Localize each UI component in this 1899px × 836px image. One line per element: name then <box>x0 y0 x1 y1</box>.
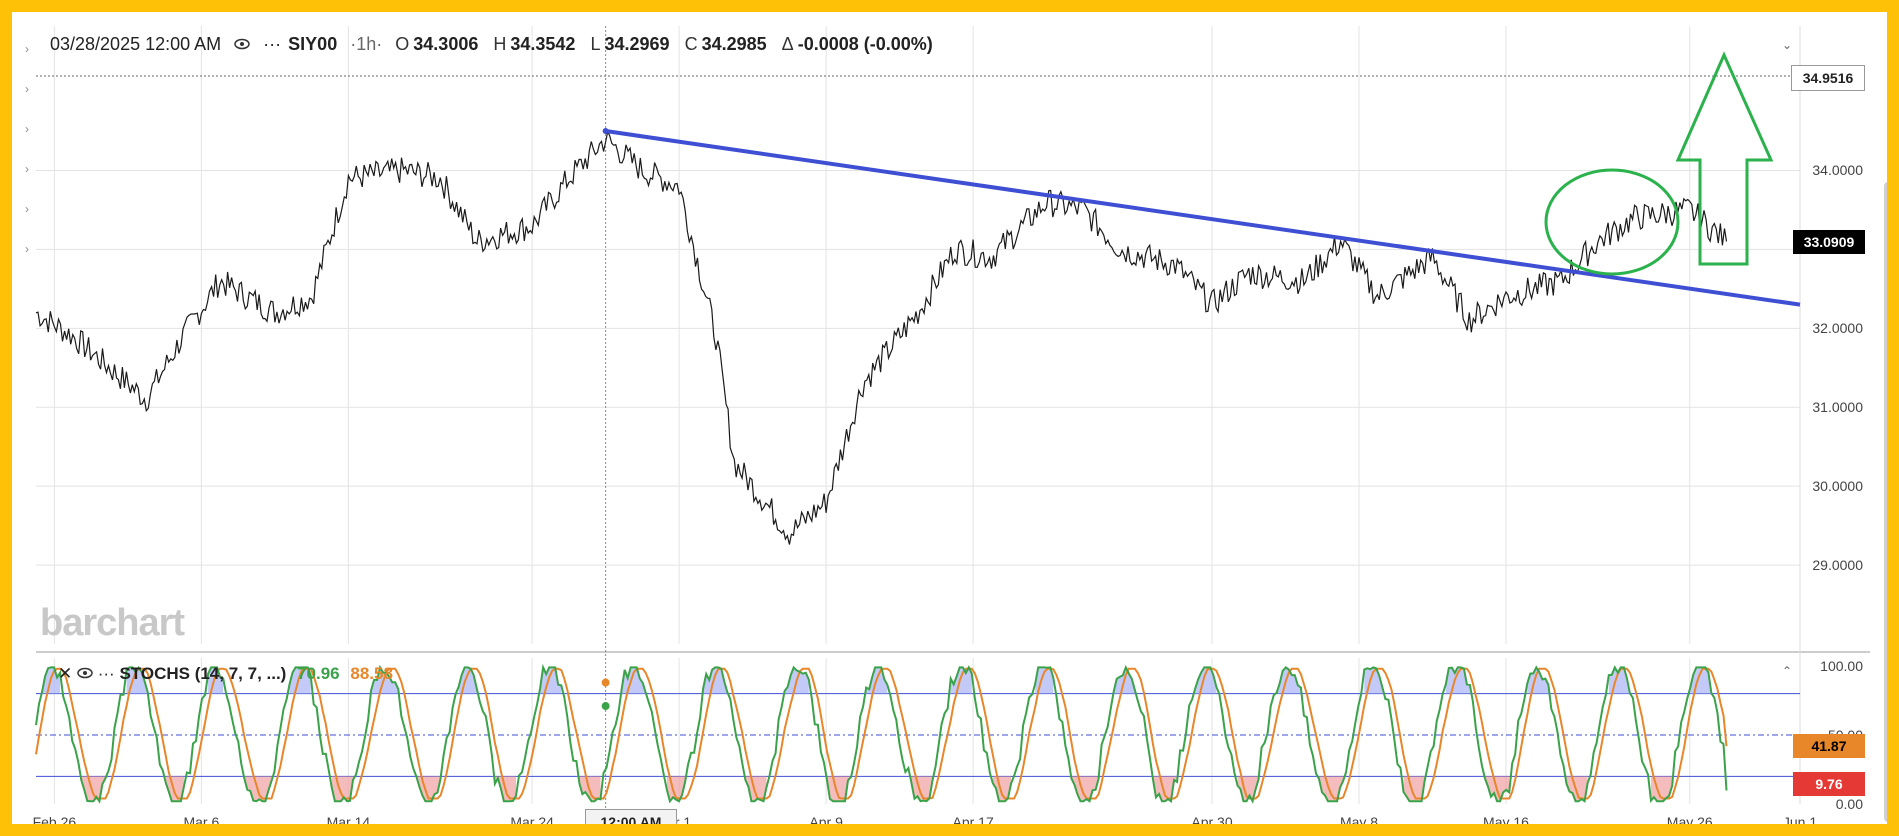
overbought-fill <box>950 667 972 694</box>
more-dots-icon[interactable]: ··· <box>97 664 115 683</box>
overbought-fill <box>703 667 728 694</box>
close-icon[interactable]: ✕ <box>58 664 73 683</box>
y-tick-label: 34.0000 <box>1812 162 1863 179</box>
y-tick-label: 30.0000 <box>1812 478 1863 495</box>
stoch-tick-label: 100.00 <box>1820 658 1863 674</box>
stoch-tick-label: 0.00 <box>1835 796 1863 812</box>
trendline-anchor <box>602 128 609 135</box>
x-tick-label: May 8 <box>1339 814 1379 830</box>
stoch-k-value: 70.96 <box>297 664 340 683</box>
chevron-right-icon[interactable]: › <box>25 122 29 136</box>
overbought-fill <box>1195 667 1217 694</box>
x-tick-label: Mar 6 <box>183 814 220 830</box>
close-value: 34.2985 <box>701 34 767 54</box>
x-tick-label: Mar 14 <box>326 814 371 830</box>
chevron-down-icon[interactable]: ⌄ <box>1782 38 1793 52</box>
overbought-fill <box>289 667 311 694</box>
chart-header: 03/28/2025 12:00 AM ··· SIY00 ·1h· O 34.3… <box>50 34 943 55</box>
open-label: O <box>395 34 410 54</box>
chevron-right-icon[interactable]: › <box>25 242 29 256</box>
x-tick-label: May 16 <box>1483 814 1529 830</box>
stoch-k-badge: 9.76 <box>1793 772 1865 796</box>
header-symbol: SIY00 <box>288 34 338 54</box>
open-value: 34.3006 <box>413 34 479 54</box>
change-value: -0.0008 (-0.00%) <box>797 34 933 54</box>
chevron-right-icon[interactable]: › <box>25 82 29 96</box>
crosshair-time-label: 12:00 AM <box>585 809 677 824</box>
stoch-k-line <box>35 663 1728 804</box>
stoch-name: STOCHS (14, 7, 7, ...) <box>119 664 287 683</box>
chevron-right-icon[interactable]: › <box>25 162 29 176</box>
overbought-fill <box>621 667 646 694</box>
x-tick-label: Mar 24 <box>510 814 554 830</box>
chevron-right-icon[interactable]: › <box>25 202 29 216</box>
eye-icon[interactable] <box>234 34 250 55</box>
overbought-fill <box>371 667 399 694</box>
x-tick-label: Apr 30 <box>1191 814 1233 830</box>
x-tick-label: Jun 1 <box>1782 814 1818 830</box>
header-datetime: 03/28/2025 12:00 AM <box>50 34 222 54</box>
chevron-up-icon[interactable]: ⌃ <box>1782 664 1793 678</box>
stoch-d-value: 88.58 <box>350 664 393 683</box>
y-tick-label: 31.0000 <box>1812 399 1863 416</box>
y-tick-label: 29.0000 <box>1812 557 1863 574</box>
scrollbar-thumb <box>1884 182 1887 822</box>
stoch-d-badge: 41.87 <box>1793 734 1865 758</box>
high-value: 34.3542 <box>510 34 576 54</box>
x-tick-label: Apr 9 <box>809 814 843 830</box>
chart-canvas[interactable] <box>12 12 1899 836</box>
low-label: L <box>590 34 601 54</box>
x-tick-label: Apr 17 <box>952 814 994 830</box>
chevron-right-icon[interactable]: › <box>25 42 29 56</box>
up-arrow-annotation <box>1675 51 1774 266</box>
highlight-ellipse <box>1544 168 1680 276</box>
oversold-fill <box>81 776 106 802</box>
stoch-header: ✕ ··· STOCHS (14, 7, 7, ...) 70.96 88.58 <box>58 664 393 684</box>
overbought-fill <box>126 667 148 694</box>
overbought-fill <box>1445 667 1470 694</box>
x-tick-label: Feb 26 <box>32 814 77 830</box>
x-tick-label: pr 1 <box>667 814 692 830</box>
oversold-fill <box>992 776 1012 802</box>
low-value: 34.2969 <box>604 34 670 54</box>
change-label: Δ <box>781 34 794 54</box>
more-dots-icon[interactable]: ··· <box>263 34 282 54</box>
y-tick-label: 32.0000 <box>1812 320 1863 337</box>
brand-watermark: barchart <box>40 602 185 644</box>
crosshair-k-dot <box>601 702 610 711</box>
crosshair-d-dot <box>601 678 610 687</box>
close-label: C <box>684 34 698 54</box>
eye-icon[interactable] <box>77 664 93 684</box>
high-price-badge: 34.9516 <box>1791 65 1865 91</box>
oversold-fill <box>1566 776 1588 802</box>
x-tick-label: May 26 <box>1666 814 1713 830</box>
high-label: H <box>493 34 507 54</box>
last-price-badge: 33.0909 <box>1793 230 1865 255</box>
price-line <box>35 129 1728 545</box>
trendline <box>605 129 1801 307</box>
header-timeframe: ·1h· <box>350 34 383 54</box>
